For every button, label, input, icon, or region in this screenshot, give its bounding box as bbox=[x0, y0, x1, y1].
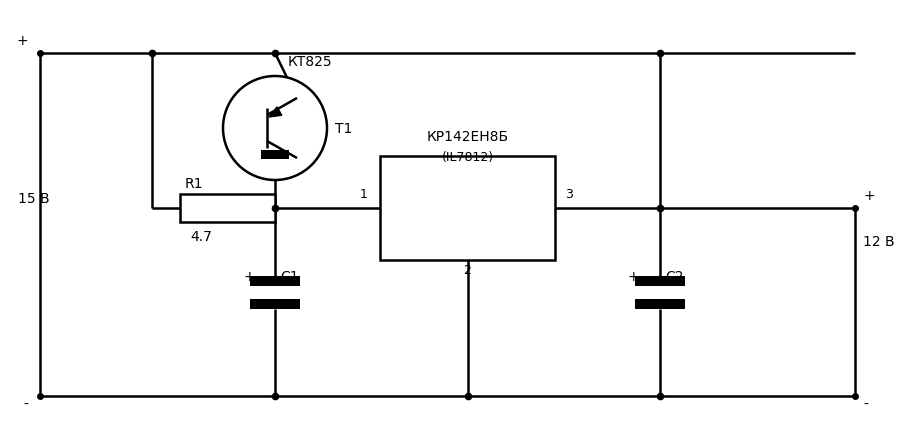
Bar bbox=[635, 276, 685, 286]
Text: +: + bbox=[863, 189, 875, 203]
Text: -: - bbox=[23, 398, 28, 412]
Bar bbox=[261, 150, 289, 159]
Text: C1: C1 bbox=[280, 270, 298, 284]
Text: 3: 3 bbox=[565, 188, 573, 201]
Text: 2: 2 bbox=[463, 264, 471, 277]
Bar bbox=[180, 194, 275, 222]
Bar bbox=[635, 299, 685, 309]
Circle shape bbox=[223, 76, 327, 180]
Text: T1: T1 bbox=[335, 122, 352, 136]
Text: R1: R1 bbox=[185, 177, 204, 191]
Text: C2: C2 bbox=[665, 270, 684, 284]
Text: (IL7812): (IL7812) bbox=[441, 151, 494, 164]
Text: +: + bbox=[16, 34, 28, 48]
Text: 15 B: 15 B bbox=[18, 192, 50, 206]
Text: +: + bbox=[243, 270, 255, 284]
Text: +: + bbox=[628, 270, 640, 284]
Text: КР142ЕН8Б: КР142ЕН8Б bbox=[426, 130, 508, 144]
Bar bbox=[380, 156, 555, 260]
Text: 1: 1 bbox=[360, 188, 368, 201]
Text: 4.7: 4.7 bbox=[190, 230, 212, 244]
Bar bbox=[250, 299, 300, 309]
Text: КТ825: КТ825 bbox=[287, 55, 332, 69]
Bar bbox=[250, 276, 300, 286]
Text: -: - bbox=[863, 398, 868, 412]
Text: 12 B: 12 B bbox=[863, 235, 895, 249]
Polygon shape bbox=[269, 107, 282, 117]
